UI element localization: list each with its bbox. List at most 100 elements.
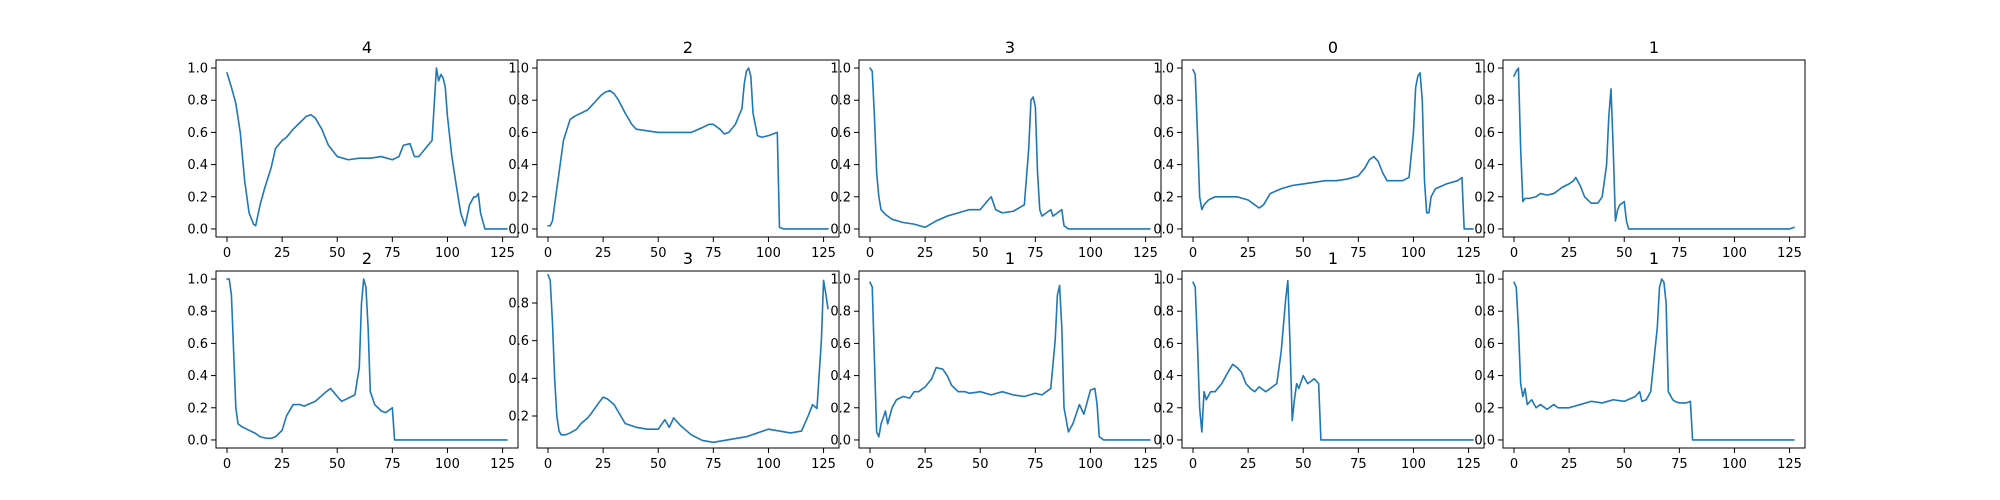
y-tick-label: 0.4 — [1153, 158, 1174, 173]
x-tick-label: 100 — [1722, 246, 1747, 261]
x-tick-label: 125 — [1777, 246, 1802, 261]
subplot-7: 0 25 50 75 100 125 0.2 0.4 0.6 0.8 3 — [508, 249, 840, 472]
plot-frame — [858, 59, 1162, 238]
y-tick-label: 0.8 — [1474, 94, 1495, 109]
x-tick-label: 0 — [223, 246, 231, 261]
x-tick-label: 0 — [1189, 246, 1197, 261]
series-line — [226, 278, 508, 441]
y-tick-label: 0.4 — [187, 158, 208, 173]
plot-frame — [1502, 59, 1806, 238]
y-tick-label: 0.8 — [1153, 305, 1174, 320]
y-tick-label: 0.2 — [1474, 190, 1495, 205]
x-tick-label: 50 — [1295, 457, 1312, 472]
x-tick-label: 125 — [1456, 457, 1481, 472]
y-tick-label: 0.6 — [830, 337, 851, 352]
x-tick-label: 0 — [544, 246, 552, 261]
subplot-10: 0 25 50 75 100 125 0.0 0.2 0.4 0.6 0.8 1.0 1 — [1474, 249, 1806, 472]
y-tick-label: 1.0 — [1474, 273, 1495, 288]
y-tick-label: 0.0 — [1474, 433, 1495, 448]
x-tick-label: 25 — [917, 246, 934, 261]
y-tick-label: 0.6 — [830, 126, 851, 141]
x-tick-label: 75 — [384, 246, 401, 261]
x-tick-label: 50 — [329, 246, 346, 261]
x-tick-label: 50 — [972, 457, 989, 472]
x-tick-label: 50 — [650, 246, 667, 261]
plot-frame — [215, 270, 519, 449]
x-tick-label: 50 — [650, 457, 667, 472]
subplot-title: 1 — [1328, 249, 1338, 268]
y-tick-label: 0.6 — [508, 334, 529, 349]
x-tick-label: 50 — [1616, 457, 1633, 472]
y-tick-label: 0.4 — [830, 158, 851, 173]
x-tick-label: 75 — [705, 246, 722, 261]
y-tick-label: 0.2 — [830, 401, 851, 416]
y-tick-label: 0.8 — [1153, 94, 1174, 109]
plot-frame — [858, 270, 1162, 449]
plot-frame — [215, 59, 519, 238]
subplot-title: 2 — [362, 249, 372, 268]
series-line — [1192, 68, 1474, 230]
y-tick-label: 0.6 — [1474, 337, 1495, 352]
x-tick-label: 125 — [490, 246, 515, 261]
y-tick-label: 0.6 — [187, 126, 208, 141]
subplot-9: 0 25 50 75 100 125 0.0 0.2 0.4 0.6 0.8 1.0 1 — [1153, 249, 1485, 472]
x-tick-label: 25 — [595, 246, 612, 261]
y-tick-label: 0.2 — [830, 190, 851, 205]
x-tick-label: 25 — [1561, 457, 1578, 472]
x-tick-label: 100 — [1401, 457, 1426, 472]
x-tick-label: 125 — [1456, 246, 1481, 261]
series-line — [226, 67, 508, 230]
x-tick-label: 100 — [1078, 246, 1103, 261]
y-tick-label: 0.8 — [508, 94, 529, 109]
y-tick-label: 0.6 — [1153, 126, 1174, 141]
y-tick-label: 0.2 — [187, 401, 208, 416]
plot-frame — [536, 59, 840, 238]
subplot-6: 0 25 50 75 100 125 0.0 0.2 0.4 0.6 0.8 1.0 2 — [187, 249, 519, 472]
subplot-title: 3 — [1005, 38, 1015, 57]
x-tick-label: 0 — [866, 246, 874, 261]
series-line — [547, 67, 829, 230]
x-tick-label: 125 — [811, 246, 836, 261]
y-tick-label: 0.0 — [508, 222, 529, 237]
x-tick-label: 75 — [384, 457, 401, 472]
y-tick-label: 0.0 — [830, 222, 851, 237]
x-tick-label: 0 — [1189, 457, 1197, 472]
y-tick-label: 0.0 — [1153, 433, 1174, 448]
y-tick-label: 1.0 — [187, 62, 208, 77]
y-tick-label: 0.6 — [508, 126, 529, 141]
x-tick-label: 100 — [1401, 246, 1426, 261]
x-tick-label: 75 — [1350, 246, 1367, 261]
x-tick-label: 0 — [866, 457, 874, 472]
x-tick-label: 25 — [1240, 457, 1257, 472]
subplot-title: 3 — [683, 249, 693, 268]
y-tick-label: 0.0 — [830, 433, 851, 448]
x-tick-label: 75 — [1027, 246, 1044, 261]
subplot-4: 0 25 50 75 100 125 0.0 0.2 0.4 0.6 0.8 1.0 0 — [1153, 38, 1485, 261]
x-tick-label: 25 — [274, 457, 291, 472]
y-tick-label: 1.0 — [1474, 62, 1495, 77]
x-tick-label: 100 — [435, 457, 460, 472]
subplot-3: 0 25 50 75 100 125 0.0 0.2 0.4 0.6 0.8 1.0 3 — [830, 38, 1162, 261]
subplot-title: 1 — [1649, 38, 1659, 57]
x-tick-label: 125 — [811, 457, 836, 472]
y-tick-label: 0.0 — [1153, 222, 1174, 237]
x-tick-label: 75 — [705, 457, 722, 472]
y-tick-label: 1.0 — [187, 273, 208, 288]
series-line — [1513, 67, 1795, 230]
y-tick-label: 0.8 — [187, 305, 208, 320]
x-tick-label: 25 — [274, 246, 291, 261]
series-line — [869, 67, 1151, 230]
plot-frame — [1181, 59, 1485, 238]
y-tick-label: 0.8 — [187, 94, 208, 109]
x-tick-label: 75 — [1350, 457, 1367, 472]
y-tick-label: 0.0 — [187, 433, 208, 448]
y-tick-label: 1.0 — [1153, 273, 1174, 288]
subplot-title: 0 — [1328, 38, 1338, 57]
y-tick-label: 0.0 — [187, 222, 208, 237]
x-tick-label: 25 — [1561, 246, 1578, 261]
series-line — [1192, 279, 1474, 441]
y-tick-label: 0.8 — [508, 297, 529, 312]
y-tick-label: 0.2 — [508, 190, 529, 205]
subplot-2: 0 25 50 75 100 125 0.0 0.2 0.4 0.6 0.8 1.0 2 — [508, 38, 840, 261]
